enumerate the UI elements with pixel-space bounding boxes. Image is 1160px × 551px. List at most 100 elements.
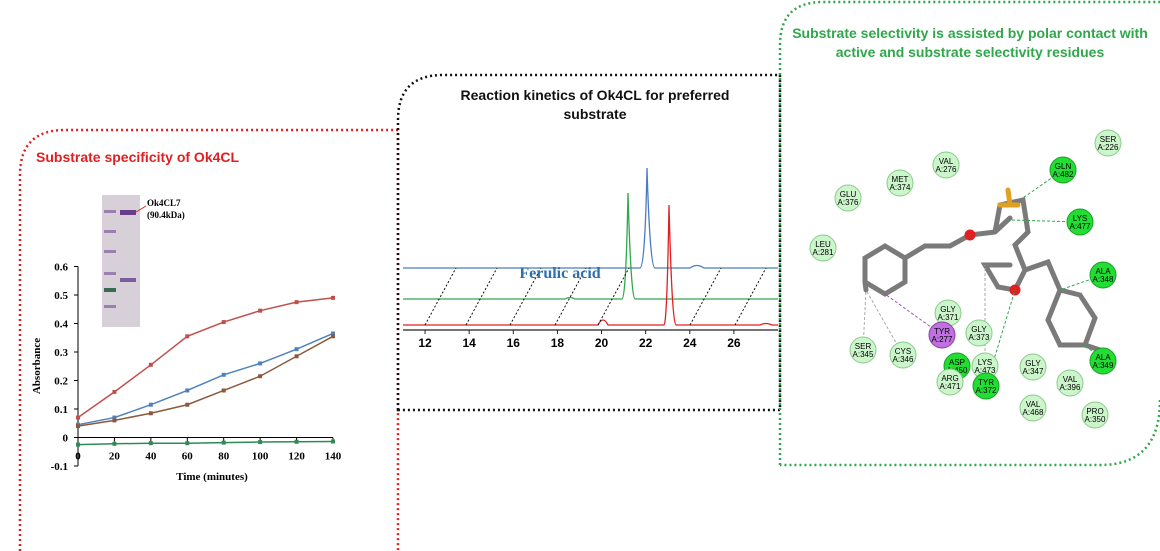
data-point [148, 411, 153, 416]
residue-name: ARG [941, 374, 958, 383]
data-point [294, 439, 299, 444]
residue-name: VAL [1063, 375, 1078, 384]
residue-id: A:346 [893, 355, 914, 364]
residue-id: A:482 [1053, 170, 1074, 179]
residue-name: ALA [1095, 267, 1111, 276]
x-tick-label: 100 [252, 451, 269, 463]
y-tick-label: 0.1 [54, 404, 68, 416]
residue-node [889, 341, 917, 369]
data-point [258, 374, 263, 379]
contact-line [1019, 169, 1064, 201]
chromatogram [403, 167, 778, 331]
data-point [185, 441, 190, 446]
gel-label: (90.4kDa) [147, 210, 185, 220]
panel-frame [778, 0, 1160, 467]
residue-name: CYS [895, 347, 911, 356]
residue-name: TYR [978, 378, 994, 387]
data-point [76, 442, 80, 447]
x-tick-label: 40 [145, 451, 157, 463]
data-point [112, 441, 117, 446]
data-point [258, 361, 263, 366]
residue-name: TYR [934, 327, 950, 336]
residue-id: A:471 [940, 382, 961, 391]
residue-node [928, 321, 956, 349]
residue-name: GLN [1055, 162, 1072, 171]
residue-name: SER [1100, 135, 1117, 144]
data-point [148, 402, 153, 407]
x-axis-label: Time (minutes) [176, 471, 248, 483]
x-tick-label: 24 [683, 336, 697, 350]
series-line [77, 440, 334, 446]
residue-id: A:226 [1098, 143, 1119, 152]
residue-node [834, 184, 862, 212]
data-point [112, 418, 117, 423]
y-tick-label: -0.1 [51, 461, 68, 473]
residue-id: A:477 [1070, 222, 1091, 231]
panel-title: Substrate specificity of Ok4CL [36, 149, 240, 165]
x-tick-label: 14 [462, 336, 476, 350]
data-point [331, 331, 335, 336]
residue-id: A:450 [947, 366, 968, 375]
peak-label: Ferulic acid [519, 265, 600, 282]
residue-node [1094, 129, 1122, 157]
residue-id: A:345 [853, 350, 874, 359]
y-tick-label: 0.4 [54, 319, 68, 331]
ligand [862, 187, 1103, 353]
residue-name: GLY [971, 325, 987, 334]
x-tick-label: 60 [182, 451, 194, 463]
residue-node [1089, 261, 1117, 289]
x-tick-label: 80 [218, 451, 230, 463]
residue-name: GLY [1025, 359, 1041, 368]
residue-node [849, 336, 877, 364]
series-line [77, 335, 334, 427]
residue-node [932, 151, 960, 179]
panel-title: Substrate selectivity is assisted by pol… [792, 25, 1148, 60]
residue-name: MET [892, 175, 909, 184]
residue-name: LYS [1073, 214, 1088, 223]
y-tick-label: 0.3 [54, 347, 68, 359]
residue-name: LEU [815, 240, 831, 249]
alignment-lines [424, 267, 767, 326]
residue-name: LYS [978, 358, 993, 367]
data-point [331, 334, 335, 339]
data-point [185, 402, 190, 407]
residue-node [1081, 401, 1109, 429]
residue-node [1089, 347, 1117, 375]
panel-frame [18, 128, 400, 551]
residue-node [1049, 156, 1077, 184]
y-tick-label: 0.6 [54, 262, 68, 274]
data-point [221, 440, 226, 445]
residue-node [809, 234, 837, 262]
data-point [185, 388, 190, 393]
x-tick-label: 26 [727, 336, 741, 350]
residue-id: A:371 [938, 313, 959, 322]
residue-id: A:281 [813, 248, 834, 257]
x-tick-label: 20 [109, 451, 121, 463]
residue-node [1019, 353, 1047, 381]
residue-id: A:473 [975, 366, 996, 375]
x-tick-label: 16 [507, 336, 521, 350]
residue-name: GLU [840, 190, 857, 199]
data-point [112, 415, 117, 420]
gel-label: Ok4CL7 [147, 198, 181, 208]
residue-id: A:372 [976, 386, 997, 395]
residue-id: A:373 [969, 333, 990, 342]
